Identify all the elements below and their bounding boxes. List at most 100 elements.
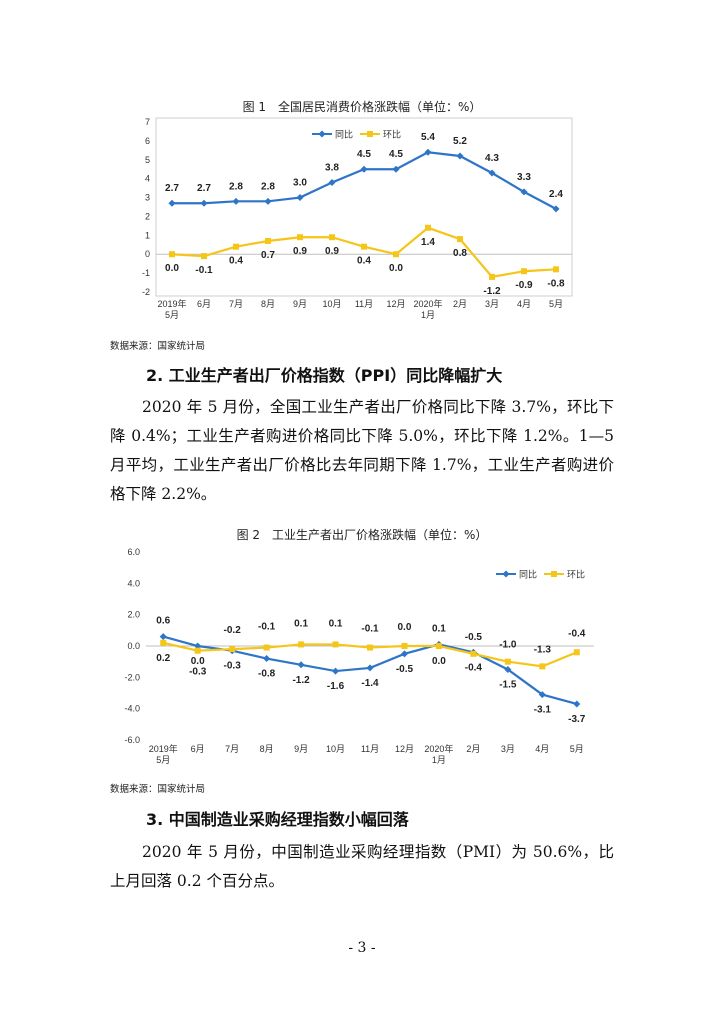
data-point [400,650,408,658]
data-point [392,165,400,173]
data-point [194,647,201,654]
figure1-source: 数据来源：国家统计局 [110,341,206,352]
data-label: 2.7 [197,183,211,194]
data-label: 0.0 [165,263,179,274]
x-tick-label: 2019年 [149,743,178,754]
y-tick-label: 4.0 [127,578,140,588]
data-label: 0.1 [432,623,446,634]
data-label: 4.5 [389,149,403,160]
x-tick-label: 7月 [229,299,243,309]
section2-paragraph: 2020 年 5 月份，全国工业生产者出厂价格同比下降 3.7%，环比下降 0.… [110,398,614,503]
legend-label: 同比 [519,569,537,580]
data-label: 4.5 [357,149,371,160]
data-point [504,666,512,673]
data-label: 5.4 [421,132,435,143]
data-label: -0.9 [515,280,533,291]
y-tick-label: -2.0 [124,672,140,682]
data-point [573,649,580,656]
data-point [201,253,207,260]
data-point [539,663,546,670]
data-point [233,243,239,250]
data-point [200,199,208,207]
y-tick-label: -4.0 [124,704,140,714]
data-label: -0.5 [465,632,483,643]
section3-heading: 3. 中国制造业采购经理指数小幅回落 [146,810,409,829]
data-label: 0.4 [229,256,243,267]
figure1-title: 图 1 全国居民消费价格涨跌幅（单位：%） [242,100,482,114]
data-point [393,251,399,258]
data-point [265,238,271,244]
data-label: -0.3 [224,661,242,672]
data-point [298,641,305,648]
x-tick-label: 5月 [549,299,563,309]
data-label: -0.8 [547,278,565,289]
data-label: 0.4 [357,256,371,267]
y-tick-label: 6.0 [127,547,140,557]
y-tick-label: 4 [145,174,150,184]
data-point [552,205,560,213]
legend-marker [551,571,557,577]
data-point [456,152,464,160]
data-point [488,169,496,177]
data-label: 0.0 [191,656,205,667]
series-mom: 0.2 -0.3 -0.2 -0.1 0.1 0.1 -0.1 0.0 0.0 -0.5 -1.0 -… [156,618,586,677]
data-point [263,644,270,651]
data-label: 3.8 [325,162,339,173]
data-label: 0.0 [432,656,446,667]
x-tick-label: 10月 [326,744,345,754]
data-point [489,273,495,280]
data-point [263,655,271,663]
data-label: -1.5 [499,680,517,691]
data-point [296,194,304,202]
y-tick-label: 6 [145,136,150,146]
data-label: 0.0 [389,263,403,274]
data-point [160,639,167,646]
data-point [329,234,335,241]
data-label: 4.3 [485,153,499,164]
x-tick-label: 8月 [261,299,275,309]
x-tick-label: 9月 [293,299,307,309]
data-label: -0.4 [465,662,483,673]
y-tick-label: -2 [142,287,150,297]
x-tick-label: 2月 [466,744,480,754]
data-point [366,664,374,672]
data-label: -0.1 [195,265,213,276]
data-label: -0.2 [224,625,242,636]
x-tick-label: 6月 [191,744,205,754]
data-label: -3.1 [534,705,552,716]
data-point [169,251,175,258]
data-point [168,199,176,207]
data-point [425,224,431,231]
data-point [538,691,546,699]
figure2-title: 图 2 工业生产者出厂价格涨跌幅（单位：%） [236,528,488,542]
legend-label: 环比 [383,129,401,140]
data-point [361,243,367,250]
data-label: -3.7 [568,714,586,725]
data-point [328,178,336,186]
data-point [457,236,463,243]
page-number: - 3 - [348,940,376,956]
data-point [521,268,527,275]
legend-marker [318,130,326,138]
data-label: -0.4 [568,628,586,639]
data-label: 0.0 [398,622,412,633]
data-point [573,700,581,708]
section2-heading: 2. 工业生产者出厂价格指数（PPI）同比降幅扩大 [146,366,503,385]
y-tick-label: 1 [145,230,150,240]
data-point [297,661,305,669]
x-tick-label: 6月 [197,299,211,309]
x-tick-label: 3月 [501,744,515,754]
data-point [367,644,373,651]
data-label: -0.1 [258,622,276,633]
x-tick-label: 9月 [294,744,308,754]
x-tick-label: 2月 [453,299,467,309]
legend: 同比 环比 [312,129,401,140]
data-point [401,643,408,649]
x-tick-label: 5月 [165,310,179,320]
data-label: 2.8 [261,181,275,192]
data-label: 2.7 [165,183,179,194]
data-point [553,266,559,273]
data-label: 3.0 [293,178,307,189]
plot-frame [155,117,573,297]
